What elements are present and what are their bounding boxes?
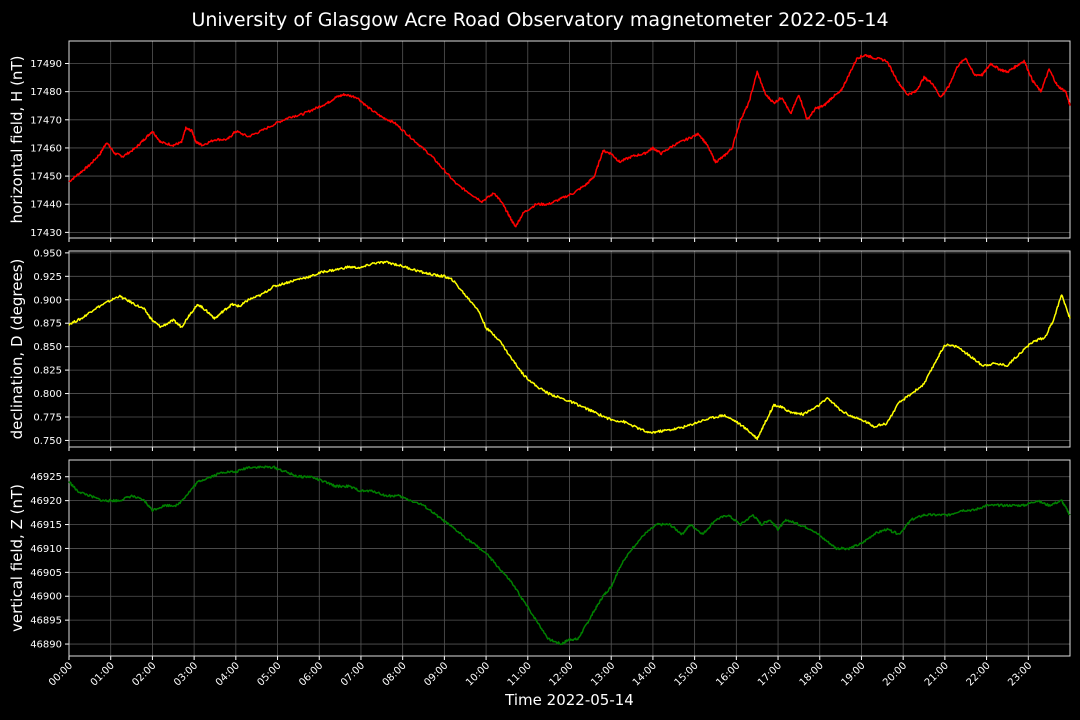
x-tick-label: 17:00: [756, 660, 784, 688]
x-tick-label: 10:00: [464, 660, 492, 688]
y-tick-label: 17490: [30, 59, 62, 70]
series-line-3: [68, 465, 1071, 646]
y-tick-label: 46915: [30, 520, 62, 531]
x-tick-label: 07:00: [339, 660, 367, 688]
x-tick-label: 22:00: [965, 660, 993, 688]
y-tick-label: 0.800: [33, 389, 62, 400]
y-tick-label: 46905: [30, 568, 62, 579]
y-tick-label: 17470: [30, 115, 62, 126]
y-tick-label: 17450: [30, 172, 62, 183]
x-tick-label: 23:00: [1006, 660, 1034, 688]
y-axis-label: declination, D (degrees): [8, 259, 26, 440]
x-tick-label: 18:00: [798, 660, 826, 688]
y-tick-label: 0.900: [33, 295, 62, 306]
x-tick-label: 21:00: [923, 660, 951, 688]
x-tick-label: 08:00: [381, 660, 409, 688]
y-axis-label: horizontal field, H (nT): [8, 56, 26, 224]
x-tick-label: 11:00: [506, 660, 534, 688]
panel-frame: [68, 459, 1071, 657]
y-axis-label: vertical field, Z (nT): [8, 484, 26, 632]
x-tick-label: 04:00: [214, 660, 242, 688]
y-tick-label: 46895: [30, 616, 62, 627]
panel-frame: [68, 40, 1071, 239]
series-line-1: [68, 54, 1071, 228]
x-tick-label: 01:00: [89, 660, 117, 688]
series-line-2: [68, 260, 1071, 441]
y-tick-label: 46925: [30, 472, 62, 483]
x-tick-label: 09:00: [422, 660, 450, 688]
y-tick-label: 46920: [30, 496, 62, 507]
y-tick-label: 17440: [30, 200, 62, 211]
y-tick-label: 0.825: [33, 366, 62, 377]
x-tick-label: 15:00: [673, 660, 701, 688]
y-tick-label: 46890: [30, 640, 62, 651]
x-tick-label: 19:00: [839, 660, 867, 688]
y-tick-label: 17430: [30, 228, 62, 239]
x-tick-label: 16:00: [714, 660, 742, 688]
y-tick-label: 0.925: [33, 272, 62, 283]
y-tick-label: 46900: [30, 592, 62, 603]
y-tick-label: 0.875: [33, 319, 62, 330]
x-tick-label: 02:00: [130, 660, 158, 688]
x-tick-label: 20:00: [881, 660, 909, 688]
y-tick-label: 17460: [30, 143, 62, 154]
y-tick-label: 0.850: [33, 342, 62, 353]
panel-frame: [68, 250, 1071, 448]
x-tick-label: 06:00: [297, 660, 325, 688]
y-tick-label: 46910: [30, 544, 62, 555]
x-tick-label: 14:00: [631, 660, 659, 688]
y-tick-label: 0.775: [33, 412, 62, 423]
x-tick-label: 12:00: [547, 660, 575, 688]
y-tick-label: 0.950: [33, 248, 62, 259]
x-tick-label: 03:00: [172, 660, 200, 688]
y-tick-label: 17480: [30, 87, 62, 98]
x-tick-label: 05:00: [256, 660, 284, 688]
x-tick-label: 00:00: [47, 660, 75, 688]
x-tick-label: 13:00: [589, 660, 617, 688]
y-tick-label: 0.750: [33, 436, 62, 447]
chart-title: University of Glasgow Acre Road Observat…: [191, 9, 889, 31]
x-axis-label: Time 2022-05-14: [505, 691, 634, 709]
